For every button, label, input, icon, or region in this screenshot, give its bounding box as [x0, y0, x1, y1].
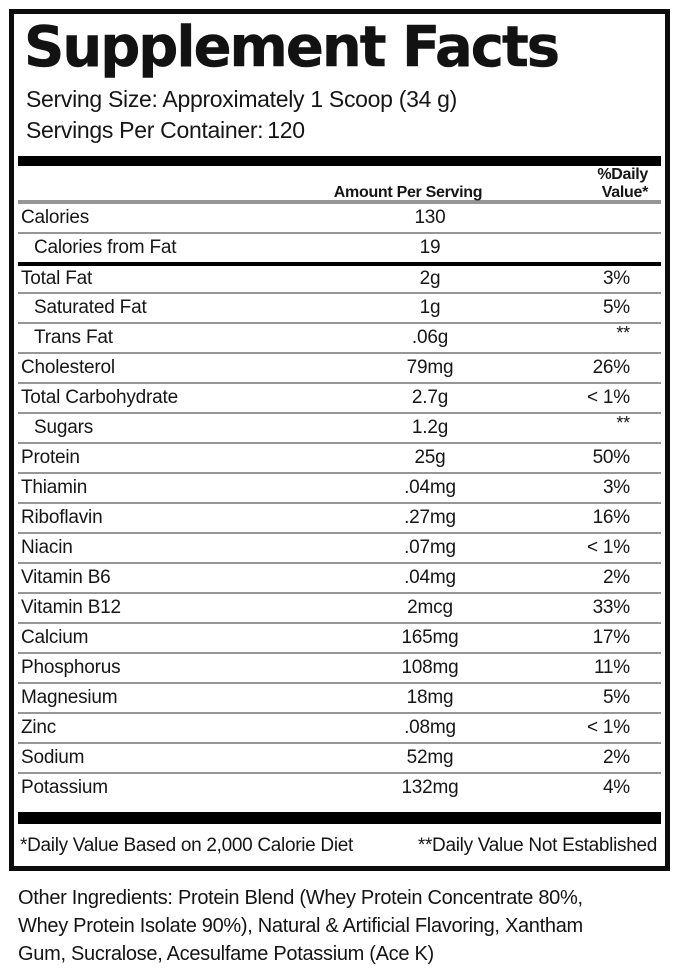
nutrient-name: Vitamin B6 — [21, 567, 111, 588]
nutrient-name: Calories — [21, 207, 90, 228]
nutrient-name: Total Fat — [21, 268, 93, 289]
table-row: Vitamin B6 .04mg 2% — [18, 562, 661, 592]
table-row: Total Fat 2g 3% — [18, 262, 661, 292]
nutrient-name: Total Carbohydrate — [21, 387, 178, 408]
nutrient-name: Saturated Fat — [34, 297, 147, 318]
nutrient-name: Sodium — [21, 747, 85, 768]
nutrient-name: Calories from Fat — [34, 237, 177, 258]
other-ingredients-line: Gum, Sucralose, Acesulfame Potassium (Ac… — [18, 943, 434, 965]
nutrient-amount: 79mg — [406, 357, 454, 378]
nutrient-amount: .04mg — [404, 567, 456, 588]
nutrient-name: Vitamin B12 — [21, 597, 121, 618]
table-row: Potassium 132mg 4% — [18, 772, 661, 802]
serving-size-line: Serving Size: Approximately 1 Scoop (34 … — [26, 86, 653, 113]
nutrient-name: Potassium — [21, 777, 108, 798]
footnote-not-established: **Daily Value Not Established — [417, 835, 657, 856]
nutrient-amount: 1g — [419, 297, 441, 318]
nutrient-name: Trans Fat — [34, 327, 113, 348]
header-amount-per-serving: Amount Per Serving — [333, 184, 483, 201]
nutrient-amount: 18mg — [406, 687, 454, 708]
thick-divider-bottom — [18, 812, 661, 824]
nutrient-daily-value: 5% — [602, 297, 630, 318]
table-row: Total Carbohydrate 2.7g < 1% — [18, 382, 661, 412]
footnote-daily-value-basis: *Daily Value Based on 2,000 Calorie Diet — [20, 835, 354, 856]
footnotes: *Daily Value Based on 2,000 Calorie Diet… — [20, 835, 657, 857]
nutrient-daily-value: 11% — [593, 657, 630, 678]
nutrient-name: Thiamin — [21, 477, 88, 498]
table-row: Zinc .08mg < 1% — [18, 712, 661, 742]
header-daily-value: %Daily Value* — [597, 166, 648, 201]
nutrient-amount: 130 — [414, 207, 446, 228]
table-row: Niacin .07mg < 1% — [18, 532, 661, 562]
other-ingredients: Other Ingredients: Protein Blend (Whey P… — [18, 884, 673, 968]
nutrient-amount: 19 — [419, 237, 441, 258]
nutrient-amount: 52mg — [406, 747, 454, 768]
nutrient-amount: 2mcg — [407, 597, 453, 618]
nutrient-name: Phosphorus — [21, 657, 121, 678]
nutrient-daily-value: 4% — [602, 777, 630, 798]
nutrient-daily-value: 33% — [592, 597, 631, 618]
table-row: Cholesterol 79mg 26% — [18, 352, 661, 382]
other-ingredients-line: Whey Protein Isolate 90%), Natural & Art… — [18, 915, 583, 937]
nutrient-amount: 2g — [419, 268, 441, 289]
nutrient-name: Niacin — [21, 537, 73, 558]
nutrient-name: Riboflavin — [21, 507, 103, 528]
nutrient-daily-value: 3% — [602, 477, 630, 498]
nutrient-daily-value: 17% — [592, 627, 631, 648]
nutrient-daily-value: 26% — [592, 357, 631, 378]
nutrient-amount: 108mg — [401, 657, 459, 678]
nutrient-amount: .08mg — [404, 717, 456, 738]
serving-size-text: Serving Size: Approximately 1 Scoop (34 … — [26, 86, 458, 112]
nutrient-daily-value: < 1% — [586, 717, 630, 738]
nutrient-daily-value: 2% — [602, 567, 630, 588]
nutrient-daily-value: ** — [616, 322, 630, 343]
nutrient-daily-value: < 1% — [586, 537, 630, 558]
label-title: Supplement Facts — [24, 15, 561, 80]
table-row: Magnesium 18mg 5% — [18, 682, 661, 712]
table-row: Saturated Fat 1g 5% — [18, 292, 661, 322]
nutrition-table: Amount Per Serving %Daily Value* Calorie… — [18, 166, 661, 802]
nutrient-name: Magnesium — [21, 687, 118, 708]
nutrient-name: Calcium — [21, 627, 89, 648]
nutrient-amount: .07mg — [404, 537, 456, 558]
nutrient-name: Cholesterol — [21, 357, 115, 378]
nutrient-name: Protein — [21, 447, 80, 468]
nutrient-daily-value: 5% — [602, 687, 630, 708]
table-row: Sodium 52mg 2% — [18, 742, 661, 772]
nutrient-amount: .27mg — [404, 507, 456, 528]
table-row: Calcium 165mg 17% — [18, 622, 661, 652]
nutrient-amount: 165mg — [401, 627, 459, 648]
table-row: Riboflavin .27mg 16% — [18, 502, 661, 532]
table-row: Sugars 1.2g ** — [18, 412, 661, 442]
table-row: Thiamin .04mg 3% — [18, 472, 661, 502]
nutrient-amount: 2.7g — [411, 387, 449, 408]
nutrient-daily-value: ** — [616, 412, 630, 433]
thick-divider-top — [18, 156, 661, 166]
table-row: Protein 25g 50% — [18, 442, 661, 472]
table-row: Trans Fat .06g ** — [18, 322, 661, 352]
servings-per-container-label: Servings Per Container: — [26, 117, 264, 143]
servings-per-container-value: 120 — [267, 117, 305, 143]
nutrient-daily-value: < 1% — [586, 387, 630, 408]
nutrient-amount: .04mg — [404, 477, 456, 498]
nutrient-name: Zinc — [21, 717, 57, 738]
table-row: Calories from Fat 19 — [18, 232, 661, 262]
other-ingredients-line: Other Ingredients: Protein Blend (Whey P… — [18, 887, 583, 909]
nutrient-daily-value: 3% — [602, 268, 630, 289]
supplement-facts-label: Supplement Facts Serving Size: Approxima… — [9, 9, 670, 871]
nutrient-amount: 1.2g — [411, 417, 449, 438]
nutrient-amount: 132mg — [401, 777, 459, 798]
nutrient-daily-value: 16% — [592, 507, 631, 528]
nutrient-name: Sugars — [34, 417, 94, 438]
nutrient-amount: .06g — [411, 327, 449, 348]
nutrient-amount: 25g — [414, 447, 446, 468]
nutrient-daily-value: 2% — [602, 747, 630, 768]
nutrient-daily-value: 50% — [592, 447, 631, 468]
servings-per-container-line: Servings Per Container: 120 — [26, 117, 653, 144]
table-header-row: Amount Per Serving %Daily Value* — [18, 166, 661, 202]
table-row: Calories 130 — [18, 202, 661, 232]
table-row: Vitamin B12 2mcg 33% — [18, 592, 661, 622]
table-row: Phosphorus 108mg 11% — [18, 652, 661, 682]
